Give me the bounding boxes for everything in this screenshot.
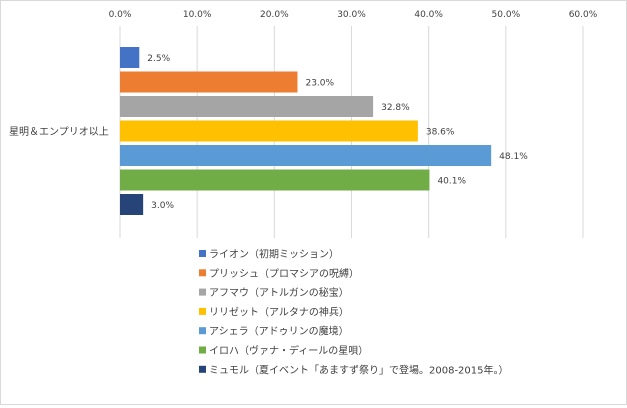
x-axis-ticks: 0.0% 10.0% 20.0% 30.0% 40.0% 50.0% 60.0% bbox=[109, 10, 598, 20]
x-tick-label: 0.0% bbox=[109, 10, 132, 20]
data-label-series-1: 2.5% bbox=[147, 54, 170, 64]
legend-swatch bbox=[199, 250, 206, 257]
x-tick-label: 30.0% bbox=[337, 10, 366, 20]
legend-label: ライオン（初期ミッション） bbox=[209, 248, 339, 261]
legend-item-7: ミュモル（夏イベント「あますず祭り」で登場。2008-2015年。） bbox=[199, 363, 509, 376]
legend-swatch bbox=[199, 346, 206, 354]
x-tick-label: 60.0% bbox=[569, 10, 598, 20]
bar-series-7 bbox=[120, 194, 144, 215]
legend: ライオン（初期ミッション） プリッシュ（プロマシアの呪縛） アフマウ（アトルガンの秘… bbox=[199, 248, 509, 376]
legend-label: イロハ（ヴァナ・ディールの星唄） bbox=[209, 344, 368, 357]
category-label: 星明＆エンプリオ以上 bbox=[9, 126, 109, 138]
data-label-series-7: 3.0% bbox=[151, 201, 174, 211]
legend-swatch bbox=[199, 307, 206, 315]
legend-label: リリゼット（アルタナの神兵） bbox=[209, 305, 349, 318]
legend-item-1: ライオン（初期ミッション） bbox=[199, 248, 339, 261]
legend-label: アフマウ（アトルガンの秘宝） bbox=[209, 286, 349, 299]
data-label-series-2: 23.0% bbox=[305, 79, 334, 89]
data-labels: 2.5% 23.0% 32.8% 38.6% 48.1% 40.1% 3.0% bbox=[147, 54, 528, 211]
legend-swatch bbox=[199, 365, 206, 373]
bar-series-6 bbox=[120, 169, 430, 191]
legend-label: ミュモル（夏イベント「あますず祭り」で登場。2008-2015年。） bbox=[209, 363, 509, 376]
bars bbox=[120, 47, 492, 215]
data-label-series-5: 48.1% bbox=[499, 152, 528, 162]
data-label-series-3: 32.8% bbox=[381, 103, 410, 113]
data-label-series-6: 40.1% bbox=[437, 177, 466, 187]
legend-item-6: イロハ（ヴァナ・ディールの星唄） bbox=[199, 344, 368, 357]
x-tick-label: 20.0% bbox=[260, 10, 289, 20]
bar-series-4 bbox=[120, 120, 418, 142]
legend-swatch bbox=[199, 288, 206, 296]
legend-label: アシェラ（アドゥリンの魔境） bbox=[209, 325, 349, 338]
x-tick-label: 50.0% bbox=[492, 10, 521, 20]
legend-item-2: プリッシュ（プロマシアの呪縛） bbox=[199, 267, 359, 280]
legend-item-5: アシェラ（アドゥリンの魔境） bbox=[199, 325, 349, 338]
x-tick-label: 10.0% bbox=[183, 10, 212, 20]
legend-item-4: リリゼット（アルタナの神兵） bbox=[199, 305, 349, 318]
legend-item-3: アフマウ（アトルガンの秘宝） bbox=[199, 286, 349, 299]
data-label-series-4: 38.6% bbox=[426, 128, 455, 138]
bar-series-2 bbox=[120, 71, 298, 93]
category-labels: 星明＆エンプリオ以上 bbox=[9, 126, 109, 138]
legend-swatch bbox=[199, 327, 206, 335]
bar-series-1 bbox=[120, 47, 140, 68]
bar-series-5 bbox=[120, 145, 492, 166]
x-tick-label: 40.0% bbox=[414, 10, 443, 20]
legend-label: プリッシュ（プロマシアの呪縛） bbox=[209, 267, 359, 280]
legend-swatch bbox=[199, 269, 206, 277]
bar-series-3 bbox=[120, 96, 374, 117]
